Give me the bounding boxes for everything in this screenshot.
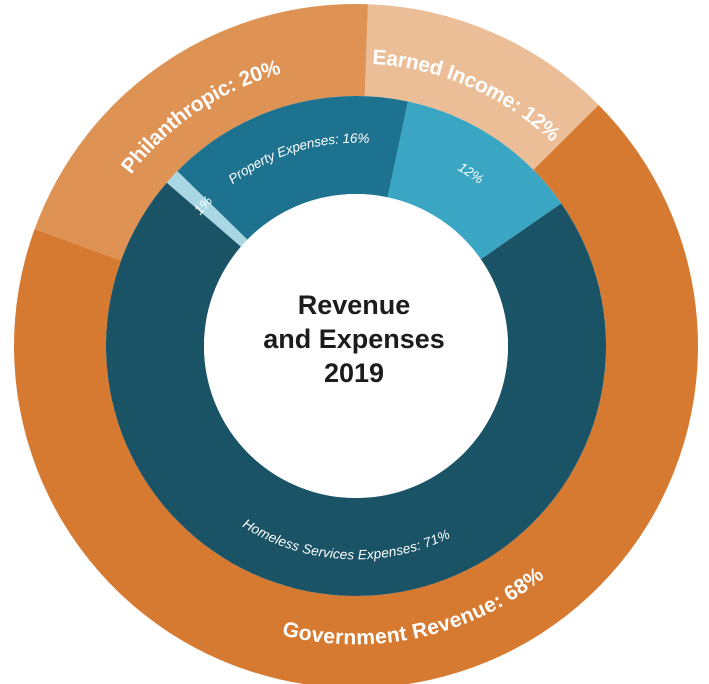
outer-ring-revenue: [14, 3, 698, 684]
inner-ring-expenses: [106, 95, 607, 597]
chart-title-line-3: 2019: [323, 358, 385, 388]
inner-slice-property-expenses-16: [177, 95, 408, 240]
inner-slice-1: [166, 171, 248, 247]
center-hole: [204, 194, 508, 498]
inner-slice-homeless-services-expenses-71: [106, 182, 607, 597]
inner-slice-12: [387, 101, 562, 260]
outer-slice-earned-income-12: [364, 4, 599, 170]
chart-title: Revenue and Expenses 2019: [254, 288, 454, 390]
outer-slice-philanthropic-20: [34, 3, 368, 261]
outer-slice-government-revenue-68: [14, 105, 698, 684]
chart-title-line-1: Revenue: [297, 290, 411, 320]
chart-title-line-2: and Expenses: [263, 324, 445, 354]
